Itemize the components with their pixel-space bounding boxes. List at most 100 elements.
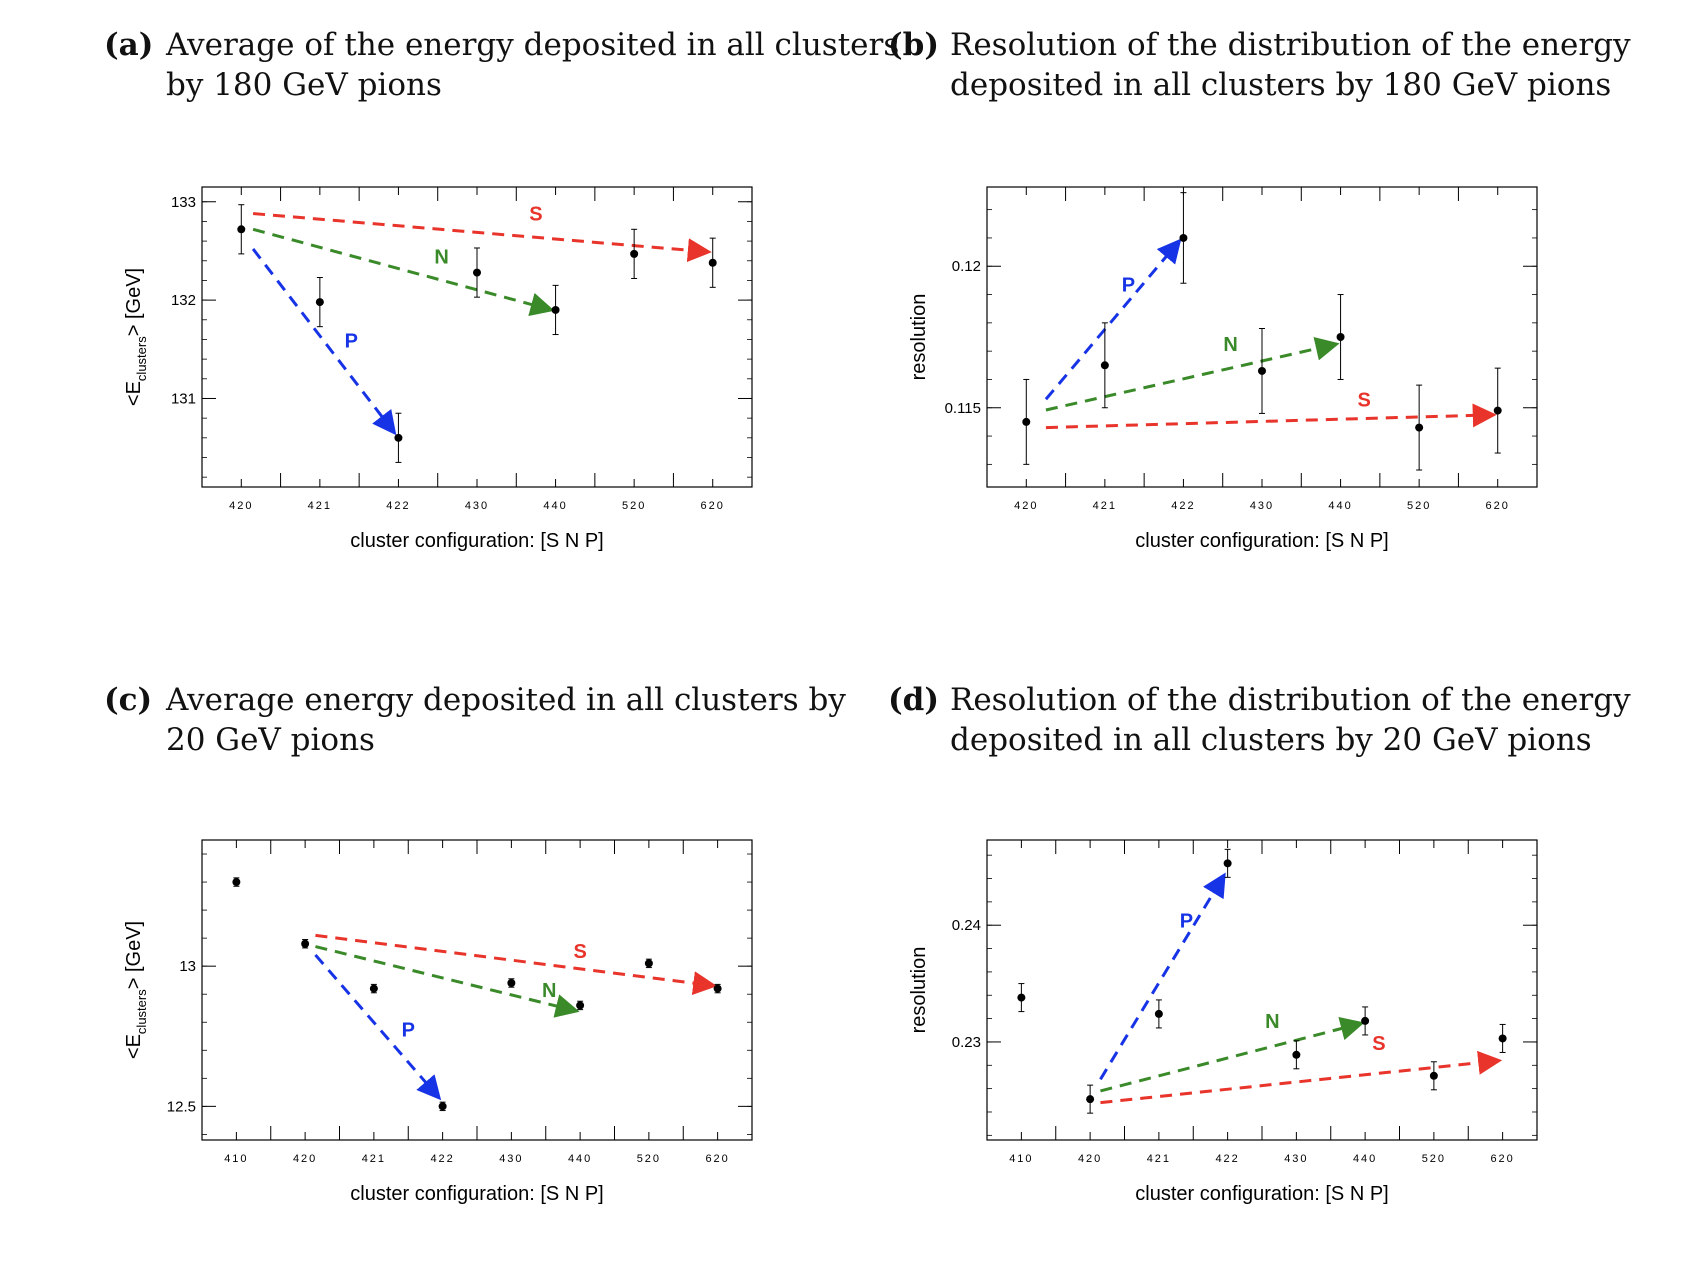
data-point <box>1086 1095 1095 1104</box>
data-point <box>301 939 310 948</box>
y-tick-label: 13 <box>179 958 196 975</box>
arrow-s <box>1045 403 1497 430</box>
data-point <box>237 225 246 234</box>
arrow-p <box>1099 872 1226 1081</box>
data-point <box>1336 333 1345 341</box>
data-point <box>1361 1016 1370 1025</box>
x-tick-label: 421 <box>362 1153 386 1165</box>
data-point <box>1179 233 1188 242</box>
caption-line: Average of the energy deposited in all c… <box>166 27 900 63</box>
caption-a: (a) Average of the energy deposited in a… <box>104 25 899 109</box>
x-tick-label: 620 <box>701 500 725 512</box>
x-tick-label: 430 <box>499 1153 523 1165</box>
caption-tag: (b) <box>888 27 940 63</box>
data-point <box>507 978 516 987</box>
x-tick-label: 620 <box>1486 500 1510 512</box>
x-tick-label: 422 <box>386 500 410 512</box>
x-tick-label: 422 <box>430 1153 454 1165</box>
caption-line: by 180 GeV pions <box>166 67 442 103</box>
arrow-n <box>1100 1016 1365 1093</box>
arrow-n <box>315 945 580 1018</box>
y-tick-label: 0.24 <box>952 917 981 934</box>
y-axis-label: resolution <box>908 947 930 1034</box>
plot-frame <box>201 839 753 1141</box>
x-tick-label: 420 <box>229 500 253 512</box>
data-point <box>1154 1009 1163 1018</box>
y-axis-label-part: <E <box>123 381 145 406</box>
x-tick-label: 421 <box>308 500 332 512</box>
data-point <box>1022 417 1031 426</box>
caption-line: Resolution of the distribution of the en… <box>950 682 1631 718</box>
arrow-label-s: S <box>573 941 586 963</box>
data-point <box>630 249 639 258</box>
data-point <box>708 258 717 267</box>
x-tick-label: 422 <box>1215 1153 1239 1165</box>
arrow-label-s: S <box>1372 1033 1385 1055</box>
y-axis-label: resolution <box>908 294 930 381</box>
x-tick-label: 440 <box>568 1153 592 1165</box>
arrow-p <box>1044 238 1182 401</box>
caption-tag: (a) <box>104 27 154 63</box>
data-point <box>473 268 481 277</box>
x-tick-label: 440 <box>1328 500 1352 512</box>
arrow-p <box>314 953 442 1101</box>
chart-d: 410 420 421 422 430 440 520 620 0.23 0.24 cluster … <box>908 839 1538 1205</box>
data-point <box>576 1001 585 1010</box>
data-point <box>394 433 403 442</box>
arrow-label-n: N <box>434 247 448 269</box>
x-tick-label: 420 <box>1078 1153 1102 1165</box>
x-axis-label: cluster configuration: [S N P] <box>1135 1183 1388 1205</box>
data-point <box>1498 1034 1507 1043</box>
caption-c: (c) Average energy deposited in all clus… <box>104 680 894 764</box>
arrow-label-n: N <box>1223 334 1237 356</box>
arrow-label-p: P <box>1122 275 1135 297</box>
y-axis-label-part: <E <box>123 1034 145 1059</box>
y-axis-label-subscript: clusters <box>134 336 149 381</box>
arrow-s <box>252 212 712 263</box>
arrow-s <box>315 933 718 996</box>
data-point <box>369 984 378 993</box>
arrow-s <box>1100 1050 1503 1105</box>
data-point <box>644 959 653 968</box>
x-tick-label: 430 <box>465 500 489 512</box>
data-point <box>1493 406 1502 415</box>
data-point <box>1223 859 1232 868</box>
data-point <box>1292 1050 1301 1059</box>
caption-line: Resolution of the distribution of the en… <box>950 27 1631 63</box>
chart-a: 420 421 422 430 440 520 620 131 132 133 cluster co… <box>123 186 753 552</box>
caption-d: (d) Resolution of the distribution of th… <box>888 680 1678 764</box>
caption-line: deposited in all clusters by 20 GeV pion… <box>950 722 1592 758</box>
x-tick-label: 520 <box>622 500 646 512</box>
data-point <box>1429 1071 1438 1080</box>
x-tick-label: 430 <box>1250 500 1274 512</box>
x-tick-label: 520 <box>1407 500 1431 512</box>
plot-frame <box>986 839 1538 1141</box>
y-tick-label: 132 <box>171 292 196 309</box>
data-point <box>438 1102 447 1111</box>
y-axis-label: <Eclusters> [GeV] <box>123 921 149 1059</box>
chart-c: 410 420 421 422 430 440 520 620 12.5 13 cluster co… <box>123 839 753 1205</box>
caption-tag: (c) <box>104 682 153 718</box>
arrow-label-n: N <box>542 980 556 1002</box>
arrow-label-s: S <box>1357 389 1370 411</box>
y-axis-label: <Eclusters> [GeV] <box>123 268 149 406</box>
arrow-label-p: P <box>1180 911 1193 933</box>
data-point <box>551 305 560 314</box>
data-point <box>1017 993 1026 1002</box>
x-axis-label: cluster configuration: [S N P] <box>350 1183 603 1205</box>
data-point <box>713 984 722 993</box>
y-tick-label: 0.12 <box>952 258 981 275</box>
y-axis-label-part: > [GeV] <box>123 921 145 989</box>
x-tick-label: 421 <box>1147 1153 1171 1165</box>
data-point <box>1258 366 1266 375</box>
x-tick-label: 430 <box>1284 1153 1308 1165</box>
y-tick-label: 12.5 <box>167 1098 196 1115</box>
arrow-label-s: S <box>529 203 542 225</box>
data-point <box>1415 423 1424 432</box>
y-axis-label-subscript: clusters <box>134 989 149 1034</box>
arrow-label-n: N <box>1265 1011 1279 1033</box>
arrow-label-p: P <box>402 1019 415 1041</box>
x-tick-label: 410 <box>1009 1153 1033 1165</box>
x-tick-label: 520 <box>637 1153 661 1165</box>
caption-line: deposited in all clusters by 180 GeV pio… <box>950 67 1612 103</box>
